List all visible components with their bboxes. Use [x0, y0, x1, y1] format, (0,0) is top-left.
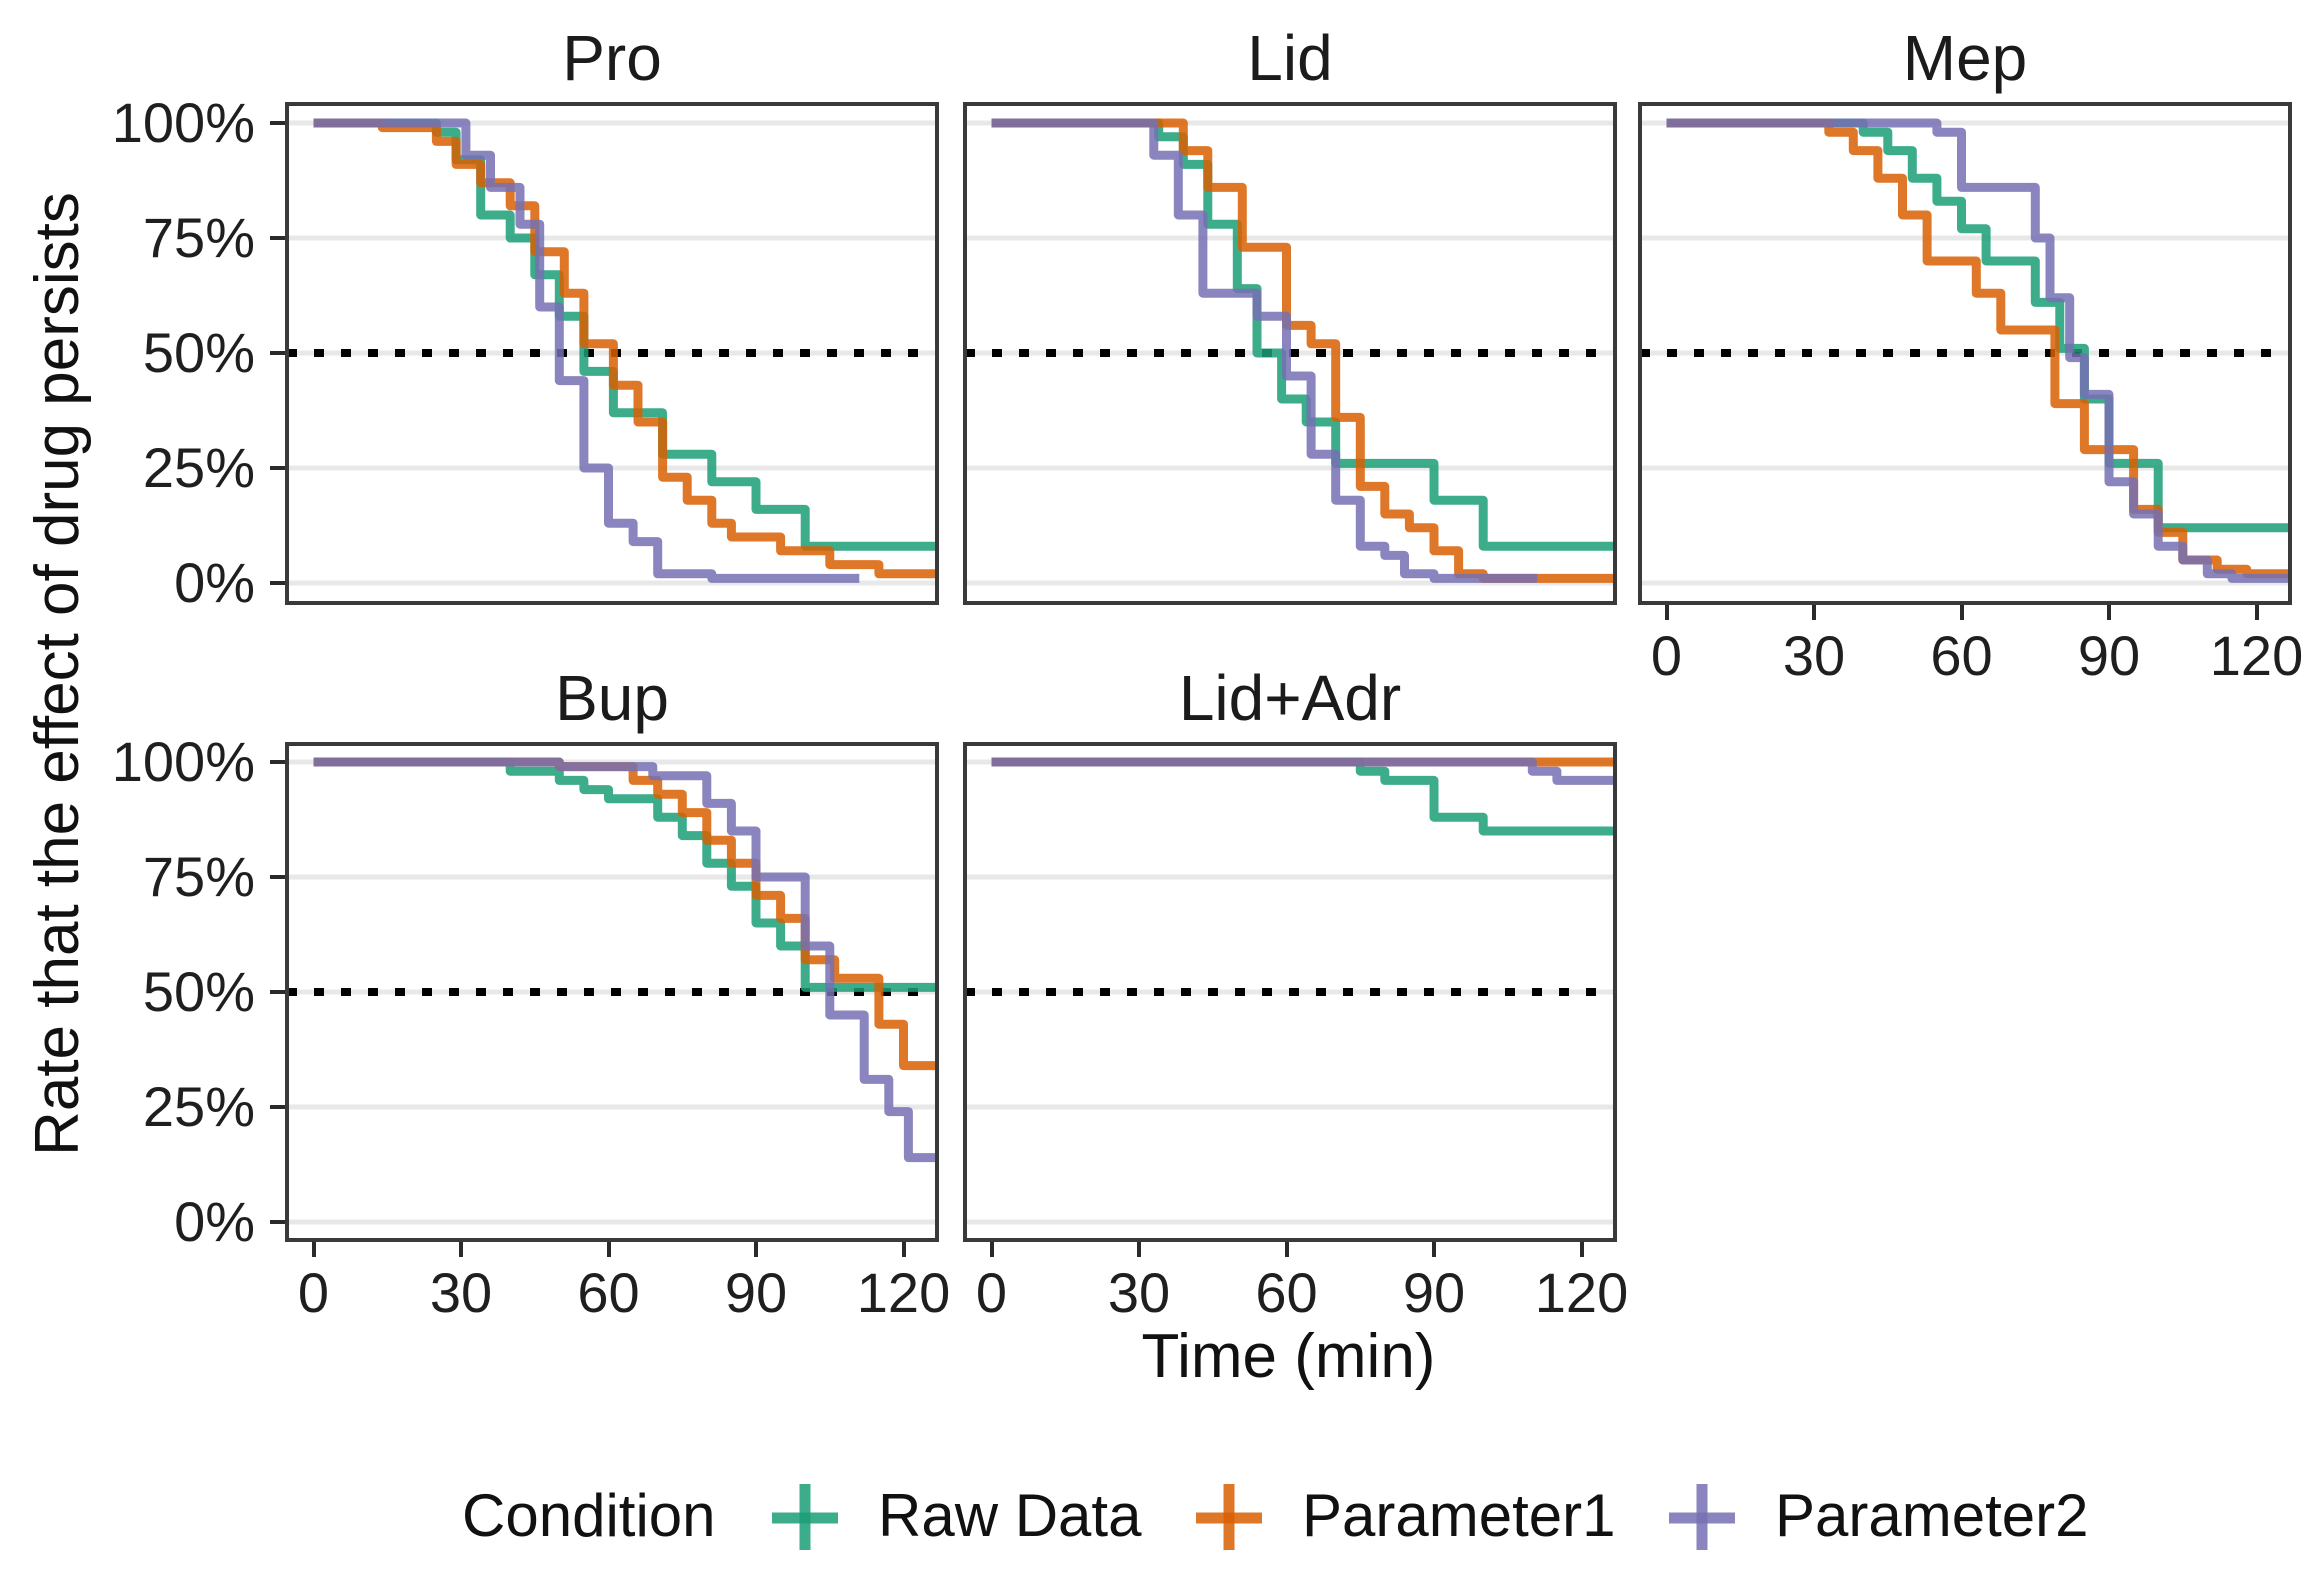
legend-title: Condition	[462, 1482, 716, 1549]
parameter2-cross-icon	[1669, 1484, 1735, 1550]
y-tick-label-100: 100%	[111, 730, 255, 793]
y-tick-mark	[270, 875, 285, 879]
x-tick-label-60: 60	[1255, 1261, 1318, 1324]
y-tick-mark	[270, 236, 285, 240]
x-tick-label-60: 60	[1930, 624, 1993, 687]
panel-lid-adr	[963, 742, 1617, 1242]
x-tick-label-90: 90	[724, 1261, 788, 1324]
y-tick-label-75: 75%	[142, 845, 255, 908]
pro-raw-curve	[313, 118, 938, 551]
panel-title-lid-adr: Lid+Adr	[1178, 662, 1402, 734]
x-tick-mark	[901, 1242, 906, 1257]
panel-plot-svg	[285, 742, 939, 1242]
lid-parameter2-curve	[991, 118, 1538, 583]
pro-parameter1-curve	[313, 118, 938, 579]
bup-parameter2-curve	[313, 757, 938, 1163]
x-tick-mark	[606, 1242, 611, 1257]
pro-parameter2-curve	[313, 118, 860, 583]
y-tick-mark	[270, 121, 285, 125]
y-tick-mark	[270, 1105, 285, 1109]
panel-border	[285, 102, 939, 605]
x-tick-mark	[1284, 1242, 1289, 1257]
mep-parameter2-curve	[1666, 118, 2291, 583]
y-tick-mark	[270, 466, 285, 470]
y-tick-label-50: 50%	[142, 321, 255, 384]
bup-raw-curve	[313, 757, 938, 992]
panel-bup	[285, 742, 939, 1242]
y-tick-mark	[270, 351, 285, 355]
y-tick-label-50: 50%	[142, 960, 255, 1023]
panel-mep	[1638, 102, 2292, 605]
x-tick-mark	[754, 1242, 758, 1257]
x-axis-title: Time (min)	[1141, 1322, 1436, 1391]
bup-parameter1-curve	[313, 757, 938, 1071]
panel-plot-svg	[963, 742, 1617, 1242]
y-tick-label-25: 25%	[142, 436, 255, 499]
x-tick-mark	[2254, 605, 2259, 620]
panel-title-lid: Lid	[1247, 22, 1333, 94]
panel-border	[1638, 102, 2292, 605]
x-tick-mark	[2107, 605, 2111, 620]
panel-border	[963, 102, 1617, 605]
x-tick-label-90: 90	[1402, 1261, 1466, 1324]
y-tick-label-0: 0%	[174, 1190, 255, 1253]
x-tick-label-0: 0	[975, 1261, 1008, 1324]
x-tick-label-120: 120	[856, 1261, 951, 1324]
x-tick-mark	[1579, 1242, 1584, 1257]
panel-title-mep: Mep	[1902, 22, 2028, 94]
parameter1-cross-icon	[1196, 1484, 1262, 1550]
x-tick-mark	[1137, 1242, 1141, 1257]
raw-data-cross-icon	[772, 1484, 838, 1550]
x-tick-label-0: 0	[297, 1261, 330, 1324]
panel-plot-svg	[285, 102, 939, 605]
x-tick-mark	[1812, 605, 1816, 620]
y-tick-mark	[270, 1220, 285, 1224]
x-tick-mark	[459, 1242, 463, 1257]
x-tick-label-0: 0	[1650, 624, 1683, 687]
lid-parameter1-curve	[991, 118, 1616, 583]
x-tick-label-120: 120	[1534, 1261, 1629, 1324]
y-tick-mark	[270, 990, 285, 994]
x-tick-mark	[1664, 605, 1669, 620]
legend-label-raw-data: Raw Data	[878, 1482, 1142, 1549]
y-tick-mark	[270, 581, 285, 585]
x-tick-label-90: 90	[2077, 624, 2141, 687]
y-tick-label-100: 100%	[111, 91, 255, 154]
lid-adr-parameter2-curve	[991, 757, 1616, 785]
x-tick-label-30: 30	[429, 1261, 493, 1324]
panel-border	[285, 742, 939, 1242]
x-tick-label-60: 60	[577, 1261, 640, 1324]
panel-lid	[963, 102, 1617, 605]
x-tick-label-30: 30	[1107, 1261, 1171, 1324]
y-tick-label-25: 25%	[142, 1075, 255, 1138]
x-tick-mark	[1432, 1242, 1436, 1257]
x-tick-mark	[989, 1242, 994, 1257]
legend-label-parameter2: Parameter2	[1775, 1482, 2089, 1549]
legend: Condition Raw Data Parameter1 Parameter2	[0, 1472, 2322, 1567]
x-tick-label-30: 30	[1782, 624, 1846, 687]
panel-title-pro: Pro	[562, 22, 662, 94]
y-tick-label-0: 0%	[174, 551, 255, 614]
panel-plot-svg	[963, 102, 1617, 605]
panel-pro	[285, 102, 939, 605]
x-tick-mark	[311, 1242, 316, 1257]
legend-label-parameter1: Parameter1	[1302, 1482, 1616, 1549]
lid-raw-curve	[991, 118, 1616, 551]
panel-plot-svg	[1638, 102, 2292, 605]
lid-adr-raw-curve	[991, 757, 1616, 836]
x-tick-mark	[1959, 605, 1964, 620]
y-tick-label-75: 75%	[142, 206, 255, 269]
panel-border	[963, 742, 1617, 1242]
x-tick-label-120: 120	[2209, 624, 2304, 687]
y-tick-mark	[270, 760, 285, 764]
panel-title-bup: Bup	[555, 662, 669, 734]
